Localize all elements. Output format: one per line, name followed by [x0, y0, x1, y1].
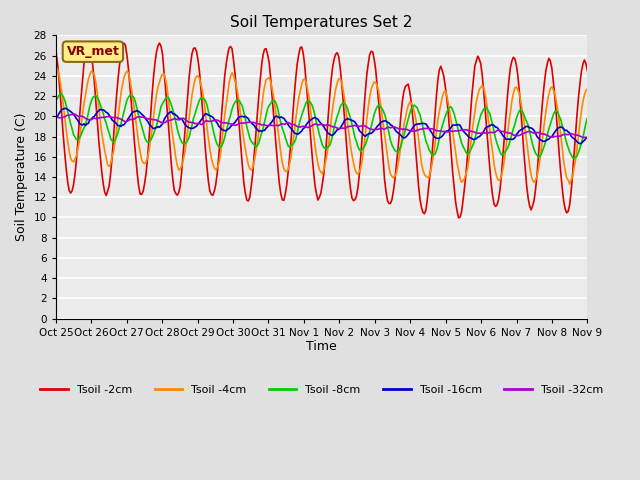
Tsoil -2cm	[83, 40, 91, 46]
Tsoil -16cm	[556, 124, 563, 130]
Line: Tsoil -4cm: Tsoil -4cm	[56, 67, 588, 184]
Tsoil -16cm	[576, 141, 584, 146]
Tsoil -4cm	[566, 181, 573, 187]
Tsoil -2cm	[230, 57, 237, 63]
Tsoil -16cm	[61, 106, 68, 111]
Tsoil -8cm	[52, 98, 60, 104]
Tsoil -8cm	[584, 115, 591, 121]
Tsoil -4cm	[554, 108, 562, 113]
Tsoil -4cm	[211, 165, 218, 171]
Legend: Tsoil -2cm, Tsoil -4cm, Tsoil -8cm, Tsoil -16cm, Tsoil -32cm: Tsoil -2cm, Tsoil -4cm, Tsoil -8cm, Tsoi…	[36, 381, 607, 400]
Line: Tsoil -16cm: Tsoil -16cm	[56, 108, 588, 144]
Tsoil -16cm	[584, 134, 591, 140]
Tsoil -4cm	[228, 70, 236, 76]
Tsoil -8cm	[118, 115, 126, 120]
Tsoil -4cm	[584, 86, 591, 92]
Tsoil -8cm	[230, 102, 237, 108]
Tsoil -8cm	[56, 91, 64, 96]
Tsoil -8cm	[556, 114, 563, 120]
Line: Tsoil -32cm: Tsoil -32cm	[56, 114, 588, 138]
Tsoil -32cm	[70, 111, 77, 117]
Tsoil -2cm	[52, 48, 60, 53]
Tsoil -2cm	[584, 68, 591, 73]
Tsoil -2cm	[455, 215, 463, 221]
X-axis label: Time: Time	[306, 340, 337, 353]
Tsoil -16cm	[118, 122, 126, 128]
Tsoil -32cm	[212, 117, 220, 123]
Tsoil -2cm	[557, 169, 564, 175]
Tsoil -32cm	[584, 134, 591, 140]
Title: Soil Temperatures Set 2: Soil Temperatures Set 2	[230, 15, 413, 30]
Tsoil -8cm	[239, 103, 246, 109]
Tsoil -16cm	[212, 118, 220, 124]
Tsoil -2cm	[212, 181, 220, 187]
Tsoil -32cm	[118, 117, 126, 123]
Tsoil -32cm	[579, 135, 587, 141]
Tsoil -16cm	[52, 116, 60, 121]
Tsoil -16cm	[286, 124, 294, 130]
Tsoil -4cm	[117, 91, 125, 96]
Tsoil -32cm	[556, 133, 563, 139]
Text: VR_met: VR_met	[67, 45, 119, 58]
Tsoil -4cm	[237, 115, 244, 120]
Tsoil -8cm	[570, 155, 578, 161]
Tsoil -4cm	[284, 167, 292, 172]
Line: Tsoil -2cm: Tsoil -2cm	[56, 43, 588, 218]
Tsoil -8cm	[212, 138, 220, 144]
Tsoil -4cm	[52, 64, 60, 70]
Tsoil -2cm	[239, 164, 246, 169]
Y-axis label: Soil Temperature (C): Soil Temperature (C)	[15, 113, 28, 241]
Line: Tsoil -8cm: Tsoil -8cm	[56, 94, 588, 158]
Tsoil -16cm	[239, 113, 246, 119]
Tsoil -8cm	[286, 144, 294, 150]
Tsoil -32cm	[286, 120, 294, 126]
Tsoil -32cm	[52, 114, 60, 120]
Tsoil -2cm	[286, 152, 294, 158]
Tsoil -32cm	[239, 120, 246, 126]
Tsoil -16cm	[230, 121, 237, 127]
Tsoil -32cm	[230, 122, 237, 128]
Tsoil -2cm	[118, 45, 126, 50]
